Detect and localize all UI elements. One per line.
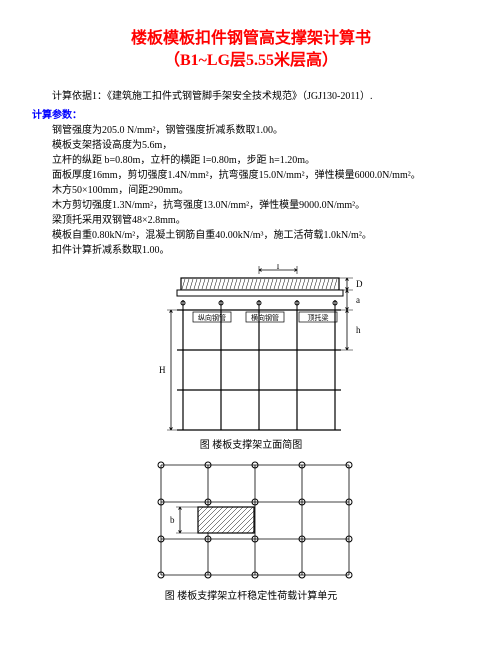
param-line: 木方剪切强度1.3N/mm²，抗弯强度13.0N/mm²，弹性模量9000.0N… [32, 198, 470, 213]
param-line: 钢管强度为205.0 N/mm²，钢管强度折减系数取1.00。 [32, 123, 470, 138]
param-line: 立杆的纵距 b=0.80m，立杆的横距 l=0.80m，步距 h=1.20m。 [32, 153, 470, 168]
figure1-caption: 图 楼板支撑架立面简图 [32, 436, 470, 451]
calc-basis: 计算依据1：《建筑施工扣件式钢管脚手架安全技术规范》（JGJ130-2011）. [32, 87, 470, 102]
figure-elevation: l纵向钢管横向钢管顶托梁DahH [131, 264, 371, 434]
svg-text:b: b [170, 515, 175, 525]
param-line: 梁顶托采用双钢管48×2.8mm。 [32, 213, 470, 228]
param-line: 模板支架搭设高度为5.6m， [32, 138, 470, 153]
svg-text:H: H [159, 365, 166, 375]
param-line: 模板自重0.80kN/m²，混凝土钢筋自重40.00kN/m³，施工活荷载1.0… [32, 228, 470, 243]
doc-title-line1: 楼板模板扣件钢管高支撑架计算书 [131, 30, 371, 47]
svg-text:h: h [356, 325, 361, 335]
svg-text:纵向钢管: 纵向钢管 [198, 313, 226, 322]
param-line: 木方50×100mm，间距290mm。 [32, 183, 470, 198]
svg-text:顶托梁: 顶托梁 [308, 313, 329, 322]
param-line: 面板厚度16mm，剪切强度1.4N/mm²，抗弯强度15.0N/mm²，弹性模量… [32, 168, 470, 183]
figure2-caption: 图 楼板支撑架立杆稳定性荷载计算单元 [32, 587, 470, 602]
svg-text:a: a [356, 295, 360, 305]
figure-plan: b [131, 457, 371, 585]
doc-title-line2: （B1~LG层5.55米层高） [164, 52, 338, 69]
param-line: 扣件计算折减系数取1.00。 [32, 243, 470, 258]
params-header: 计算参数： [32, 106, 470, 121]
svg-text:D: D [356, 279, 363, 289]
svg-text:横向钢管: 横向钢管 [251, 313, 279, 322]
